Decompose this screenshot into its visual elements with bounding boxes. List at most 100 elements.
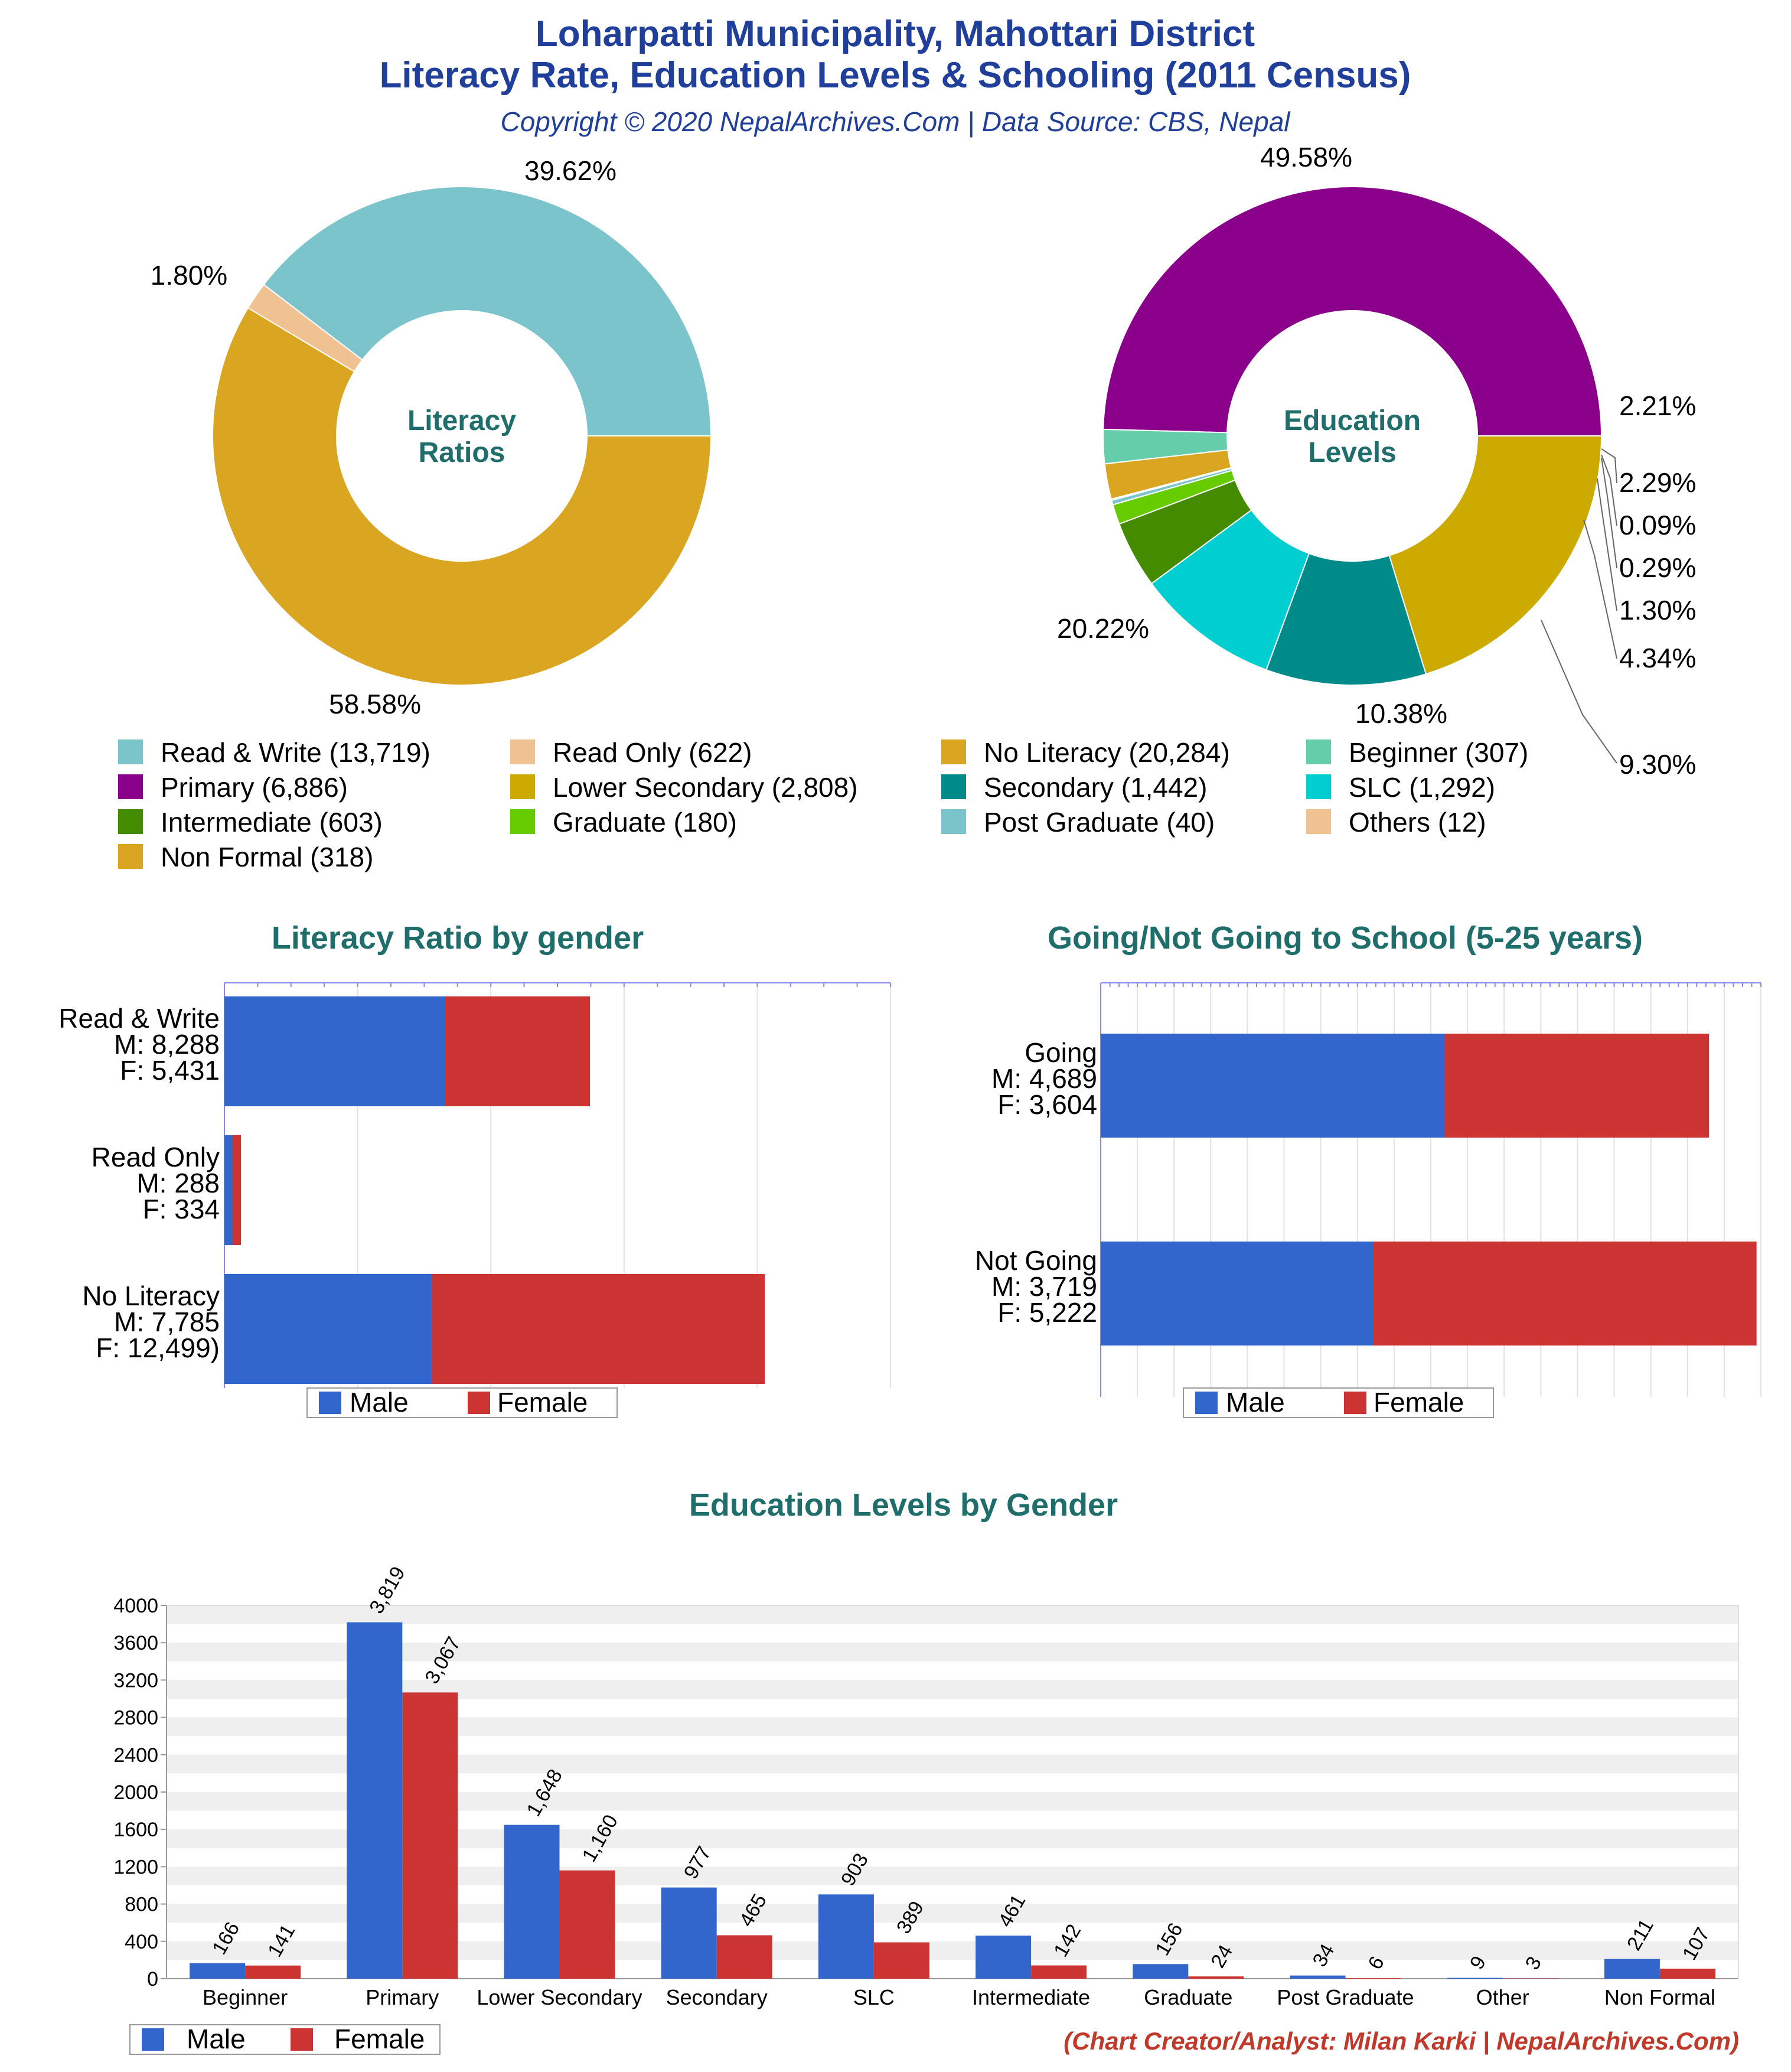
legend-label: Secondary (1,442) (984, 772, 1207, 803)
bar-male (1447, 1977, 1503, 1979)
bar-male (224, 996, 445, 1106)
education-by-gender-chart: 0400800120016002000240028003200360040001… (113, 1563, 1739, 2055)
bar-category-label: F: 5,222 (997, 1297, 1097, 1328)
callout-line (1541, 620, 1617, 764)
bar-male (661, 1887, 717, 1979)
bar-category-label: M: 3,719 (991, 1271, 1097, 1302)
legend-female-label: Female (334, 2024, 425, 2054)
legend-label: Read & Write (13,719) (161, 737, 430, 768)
legend-label: Post Graduate (40) (984, 807, 1215, 838)
pie-slice-intermediate (1118, 479, 1252, 585)
legend-swatch-female (1344, 1392, 1366, 1414)
bar-female (1444, 1034, 1710, 1138)
legend-swatch (510, 809, 535, 834)
pie-slice-no-literacy (212, 307, 712, 686)
pie-percent-label: 49.58% (1260, 142, 1352, 172)
legend-label: No Literacy (20,284) (984, 737, 1230, 768)
legend-female-label: Female (1374, 1387, 1464, 1418)
data-label-male: 461 (994, 1891, 1030, 1931)
bar-female (1345, 1978, 1401, 1979)
bar-female (1659, 1969, 1715, 1979)
bar-female (716, 1935, 772, 1979)
legend-swatch (1306, 739, 1331, 764)
bar-male (224, 1135, 232, 1245)
callout-line (1583, 519, 1617, 659)
bar-female (1188, 1976, 1244, 1979)
pie-slice-graduate (1112, 470, 1236, 525)
legend-swatch-female (291, 2028, 313, 2051)
bar-female (873, 1942, 929, 1979)
donut-center-label: Literacy (407, 405, 516, 436)
legend-label: Read Only (622) (553, 737, 752, 768)
callout-line (1601, 448, 1617, 484)
callout-line (1601, 457, 1617, 569)
bar-female (231, 1135, 242, 1245)
bar-female (559, 1870, 615, 1979)
legend-swatch (118, 739, 143, 764)
subtitle: Copyright © 2020 NepalArchives.Com | Dat… (500, 106, 1291, 137)
pie-percent-label: 39.62% (524, 155, 616, 186)
bar-male (347, 1622, 403, 1979)
bar-category-label: F: 3,604 (997, 1089, 1097, 1120)
pie-percent-label: 20.22% (1057, 613, 1149, 644)
x-category-label: Intermediate (972, 1985, 1090, 2009)
pie-slice-slc (1150, 509, 1310, 671)
donut-center-label: Levels (1308, 437, 1396, 468)
bar-category-label: Read & Write (58, 1003, 220, 1034)
bar-female (1031, 1965, 1087, 1979)
x-category-label: Other (1476, 1985, 1529, 2009)
pie-percent-label: 1.80% (151, 260, 227, 291)
y-tick-label: 2800 (113, 1707, 158, 1729)
pie-slice-read-only (247, 284, 363, 373)
pie-percent-label: 2.29% (1619, 467, 1696, 498)
y-tick-label: 0 (147, 1968, 158, 1990)
legend-swatch-female (468, 1392, 490, 1414)
y-tick-label: 1200 (113, 1856, 158, 1878)
bar-female (445, 996, 591, 1106)
bar-male (1101, 1034, 1445, 1138)
x-category-label: SLC (853, 1985, 895, 2009)
school-going-title: Going/Not Going to School (5-25 years) (1048, 920, 1643, 956)
legend-swatch (941, 809, 966, 834)
bar-male (190, 1963, 246, 1979)
bar-category-label: F: 12,499) (96, 1333, 220, 1363)
legend-box (129, 2024, 441, 2055)
bar-category-label: Read Only (92, 1142, 220, 1172)
legend-swatch (510, 774, 535, 799)
x-category-label: Post Graduate (1277, 1985, 1414, 2009)
bar-female (1373, 1242, 1757, 1346)
literacy-by-gender-title: Literacy Ratio by gender (272, 920, 644, 956)
legend-female-label: Female (497, 1387, 588, 1418)
bar-category-label: F: 334 (143, 1194, 220, 1224)
bar-male (1101, 1242, 1374, 1346)
bar-female (245, 1965, 301, 1979)
callout-line (1597, 478, 1617, 611)
legend-label: Intermediate (603) (161, 807, 383, 838)
x-category-label: Lower Secondary (477, 1985, 642, 2009)
x-category-label: Primary (366, 1985, 439, 2009)
y-tick-label: 800 (125, 1894, 158, 1916)
legend-male-label: Male (187, 2024, 246, 2054)
bar-male (976, 1936, 1032, 1979)
y-tick-label: 400 (125, 1931, 158, 1953)
pie-percent-label: 9.30% (1619, 749, 1696, 780)
y-tick-label: 2400 (113, 1744, 158, 1767)
bar-category-label: M: 7,785 (114, 1307, 220, 1337)
legend-swatch (941, 774, 966, 799)
bar-male (1290, 1975, 1346, 1979)
legend-swatch (118, 809, 143, 834)
x-category-label: Non Formal (1604, 1985, 1715, 2009)
legend-label: Primary (6,886) (161, 772, 348, 803)
bar-male (504, 1825, 560, 1979)
main-title-line2: Literacy Rate, Education Levels & School… (380, 55, 1411, 96)
bar-category-label: F: 5,431 (120, 1055, 220, 1086)
legend-label: Lower Secondary (2,808) (553, 772, 858, 803)
legend-label: SLC (1,292) (1349, 772, 1495, 803)
legend-label: Graduate (180) (553, 807, 737, 838)
grid-band (167, 1643, 1738, 1661)
x-category-label: Beginner (203, 1985, 288, 2009)
